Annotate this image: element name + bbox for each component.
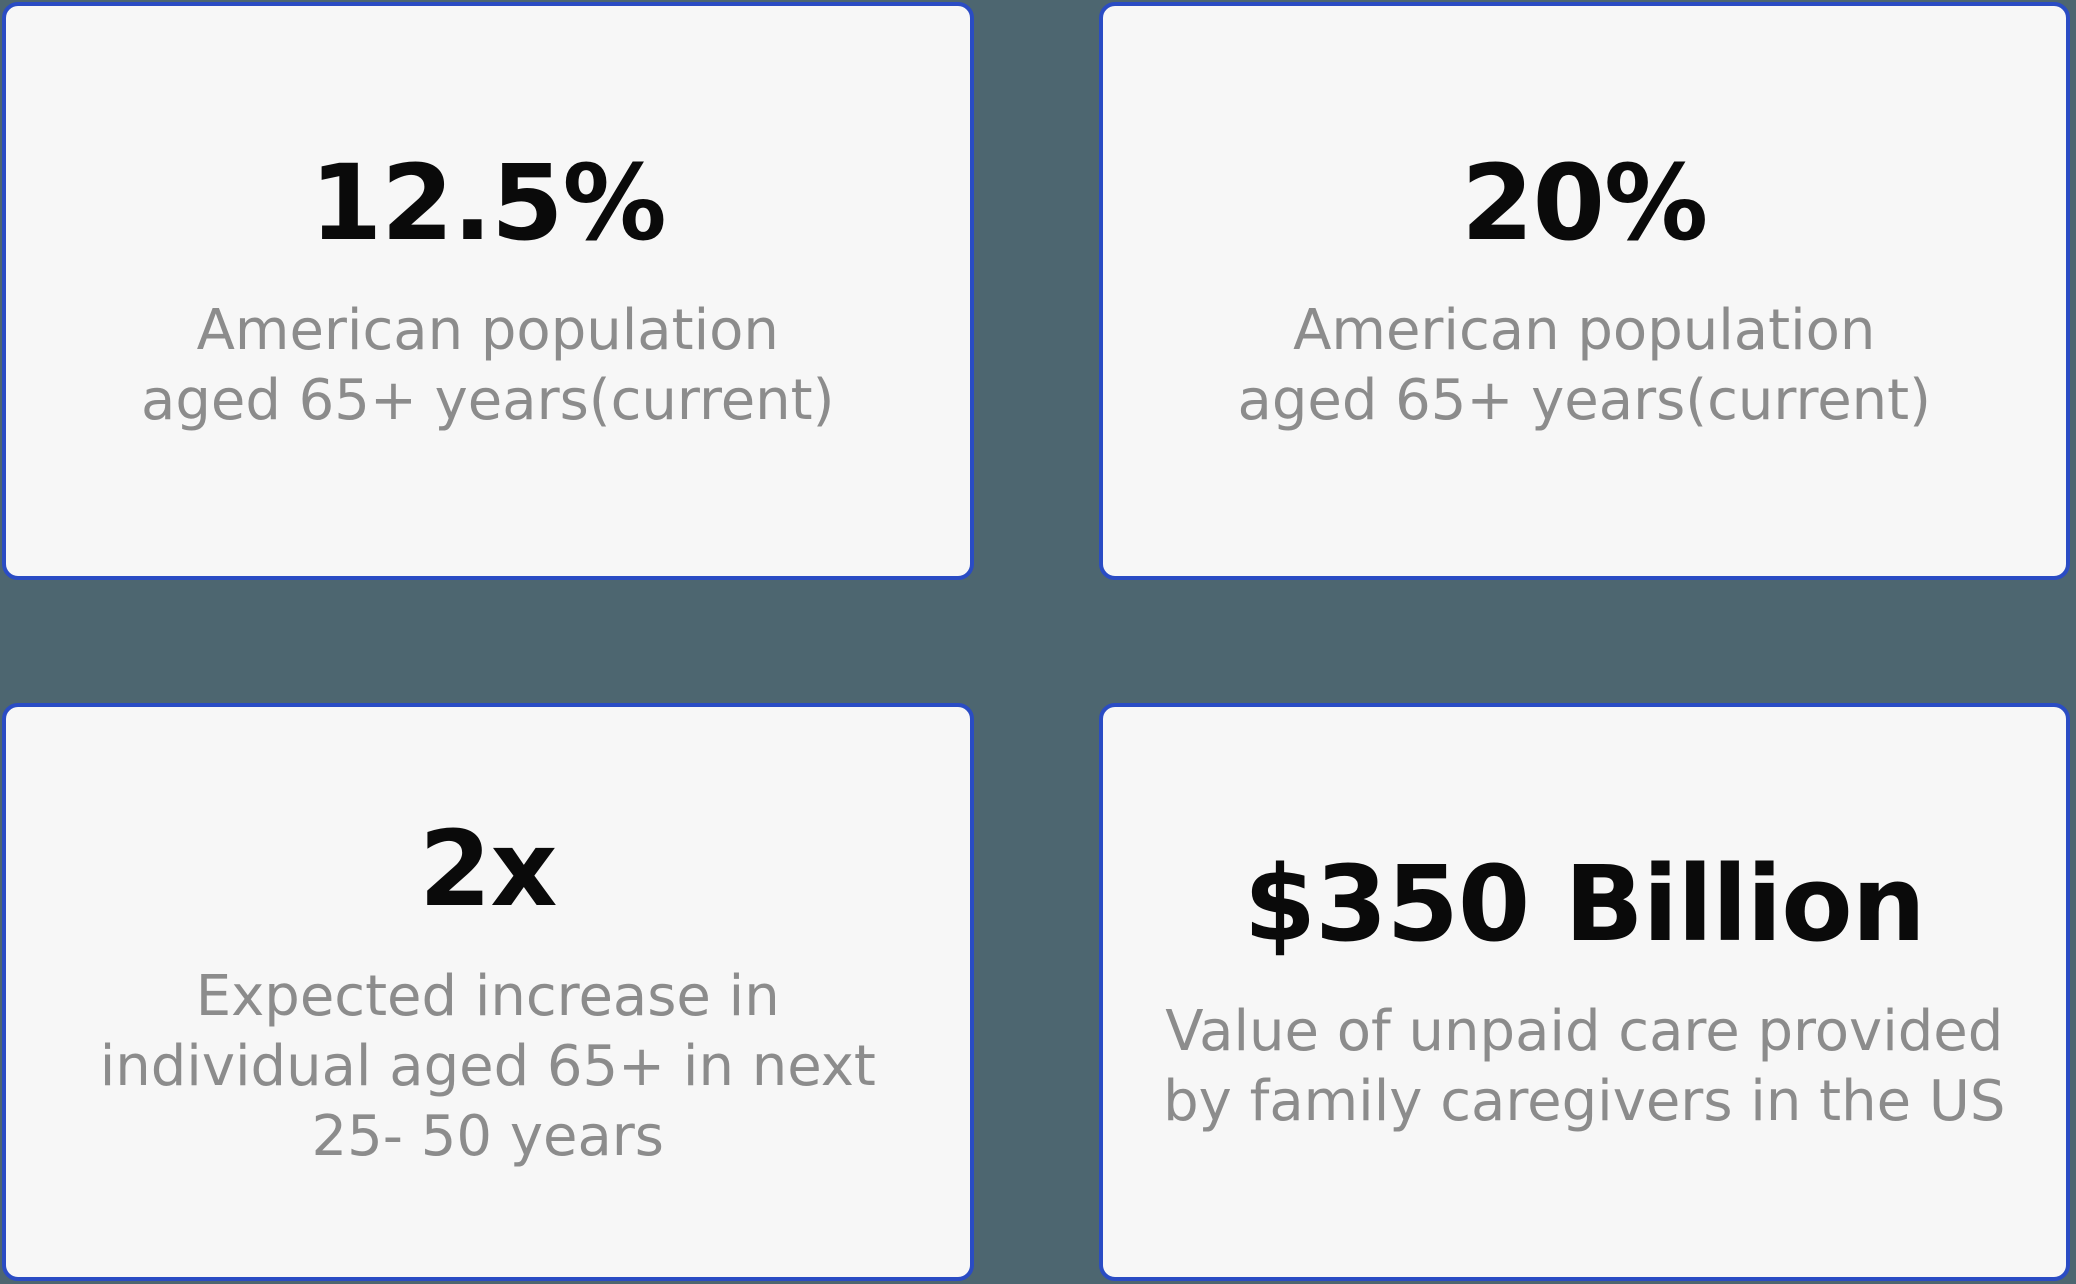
stat-description: Value of unpaid care provided by family … — [1163, 999, 2006, 1135]
stat-description: Expected increase in individual aged 65+… — [99, 964, 876, 1170]
stat-description: American population aged 65+ years(curre… — [1237, 298, 1931, 434]
stat-card-expected-increase: 2x Expected increase in individual aged … — [2, 703, 974, 1281]
stat-card-population-current-2: 20% American population aged 65+ years(c… — [1098, 2, 2070, 580]
stat-value: 12.5% — [309, 141, 667, 264]
stat-value: $350 Billion — [1243, 842, 1926, 965]
stat-value: 20% — [1461, 141, 1708, 264]
stat-card-unpaid-care-value: $350 Billion Value of unpaid care provid… — [1098, 703, 2070, 1281]
stat-description: American population aged 65+ years(curre… — [141, 298, 835, 434]
stat-value: 2x — [419, 807, 557, 930]
stat-card-population-current-1: 12.5% American population aged 65+ years… — [2, 2, 974, 580]
